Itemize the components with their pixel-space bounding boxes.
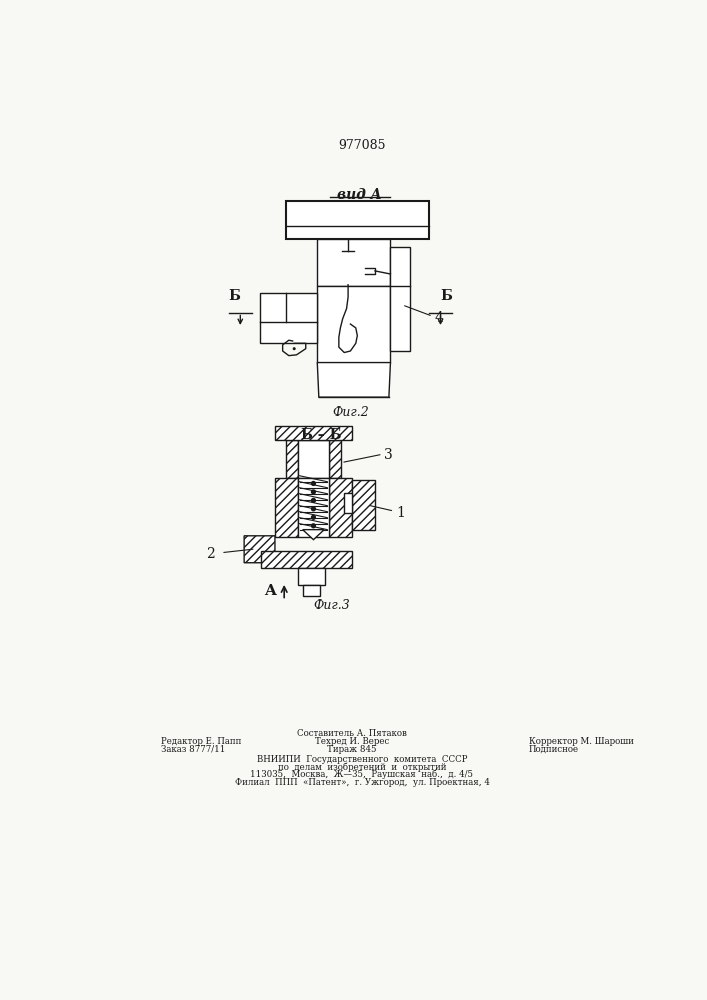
Text: Корректор М. Шароши: Корректор М. Шароши (529, 737, 634, 746)
Text: Составитель А. Пятаков: Составитель А. Пятаков (297, 729, 407, 738)
Text: Б – Б: Б – Б (301, 428, 341, 442)
Text: вид A: вид A (337, 188, 382, 202)
Text: 113035,  Москва,  Ж—35,  Раушская  наб.,  д. 4/5: 113035, Москва, Ж—35, Раушская наб., д. … (250, 770, 474, 779)
Text: Редактор Е. Папп: Редактор Е. Папп (161, 737, 241, 746)
Circle shape (312, 498, 315, 502)
Text: A: A (264, 584, 276, 598)
Text: 3: 3 (385, 448, 393, 462)
Text: Фиг.3: Фиг.3 (313, 599, 350, 612)
Bar (259, 293, 317, 343)
Text: 4: 4 (434, 311, 443, 325)
Text: Б: Б (228, 289, 240, 303)
Text: Подписное: Подписное (529, 745, 579, 754)
Bar (329, 440, 341, 478)
Bar (317, 286, 390, 363)
Bar (298, 440, 329, 478)
Text: Филиал  ППП  «Патент»,  г. Ужгород,  ул. Проектная, 4: Филиал ППП «Патент», г. Ужгород, ул. Про… (235, 778, 489, 787)
Text: Заказ 8777/11: Заказ 8777/11 (161, 745, 226, 754)
Circle shape (312, 515, 315, 519)
Text: Фиг.2: Фиг.2 (332, 406, 369, 419)
Circle shape (312, 524, 315, 528)
Bar (390, 247, 409, 351)
Text: Б: Б (440, 289, 452, 303)
Circle shape (312, 507, 315, 511)
Bar (286, 201, 429, 239)
Polygon shape (244, 536, 275, 563)
Bar (303, 585, 320, 596)
Bar (275, 426, 352, 440)
Text: 2: 2 (206, 547, 215, 561)
Text: по  делам  изобретений  и  открытий: по делам изобретений и открытий (278, 762, 446, 772)
Bar (298, 478, 329, 537)
Bar (352, 480, 375, 530)
Bar (344, 493, 352, 513)
Text: 1: 1 (396, 506, 404, 520)
Polygon shape (303, 530, 325, 540)
Bar (275, 478, 298, 537)
Bar (317, 239, 390, 286)
Bar (261, 551, 352, 568)
Bar (286, 440, 298, 478)
Bar (298, 568, 325, 585)
Polygon shape (317, 363, 390, 397)
Text: Техред И. Верес: Техред И. Верес (315, 737, 389, 746)
Circle shape (312, 490, 315, 494)
Bar (329, 478, 352, 537)
Text: ВНИИПИ  Государственного  комитета  СССР: ВНИИПИ Государственного комитета СССР (257, 755, 467, 764)
Text: Тираж 845: Тираж 845 (327, 745, 377, 754)
Text: 977085: 977085 (338, 139, 386, 152)
Circle shape (312, 482, 315, 485)
Circle shape (293, 347, 296, 350)
